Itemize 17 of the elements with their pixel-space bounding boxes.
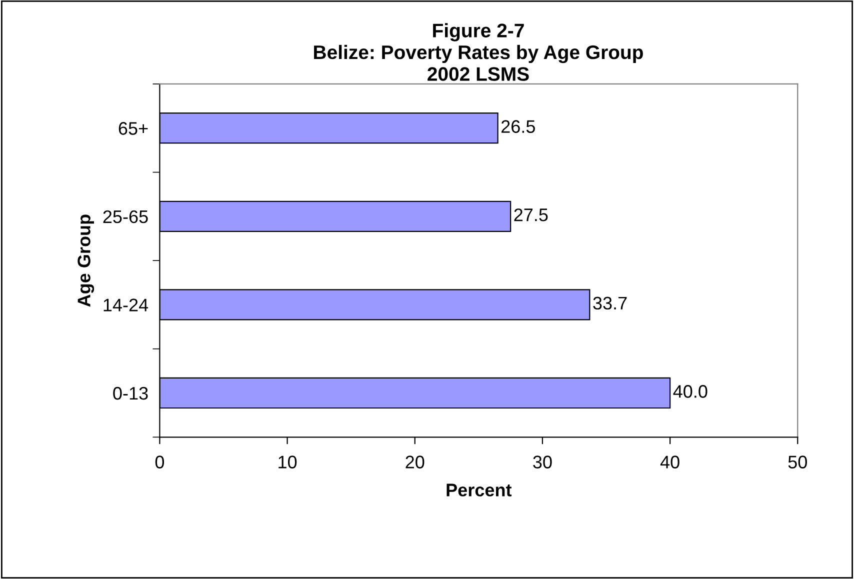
x-axis-title: Percent	[446, 484, 512, 496]
x-tick-label: 50	[788, 456, 807, 468]
x-tick-label: 40	[660, 456, 680, 468]
data-label: 40.0	[673, 385, 708, 398]
x-tick-label: 0	[155, 456, 164, 468]
data-label: 27.5	[514, 208, 548, 222]
y-tick-label: 25-65	[103, 210, 148, 224]
y-tick-label: 14-24	[104, 298, 148, 312]
data-label: 33.7	[593, 296, 627, 310]
y-axis-title: Age Group	[78, 214, 94, 307]
x-tick-label: 20	[406, 456, 424, 468]
x-tick-label: 10	[278, 456, 297, 468]
chart-title: Figure 2-7 Belize: Poverty Rates by Age Group 2002 LSMS	[314, 23, 643, 81]
y-tick-label: 0-13	[113, 386, 148, 400]
y-tick-label: 65+	[118, 122, 148, 135]
data-label: 26.5	[501, 120, 535, 133]
x-tick-label: 30	[533, 456, 552, 468]
